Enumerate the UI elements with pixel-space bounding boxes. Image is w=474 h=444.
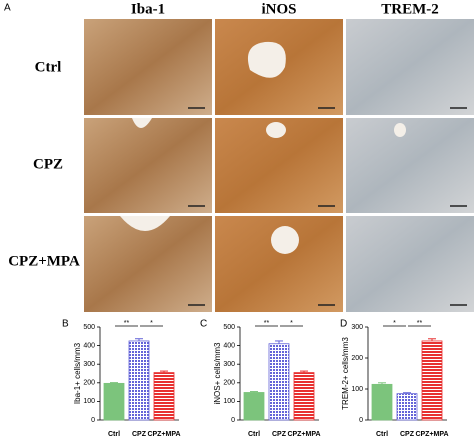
bar: [243, 392, 265, 421]
y-tick-label: 200: [351, 355, 363, 362]
micrograph: [346, 118, 474, 213]
scale-bars: [188, 107, 467, 306]
x-tick-label: CPZ+MPA: [415, 431, 448, 438]
x-tick-label: CPZ: [272, 431, 287, 438]
x-tick-label: CPZ+MPA: [287, 431, 320, 438]
y-tick-label: 200: [83, 380, 95, 387]
significance-label: **: [264, 320, 270, 327]
micrograph: [84, 216, 212, 312]
bar: [396, 393, 418, 421]
column-header: Iba-1: [131, 1, 165, 17]
bar: [268, 343, 290, 421]
vessel: [271, 226, 299, 254]
y-tick-label: 0: [91, 417, 95, 424]
y-tick-label: 300: [223, 361, 235, 368]
vessel: [132, 118, 152, 128]
micrograph: [346, 19, 474, 115]
vessel: [120, 216, 170, 231]
y-tick-label: 300: [351, 324, 363, 331]
significance-label: **: [417, 320, 423, 327]
y-tick-label: 100: [83, 398, 95, 405]
y-tick-label: 300: [83, 361, 95, 368]
x-tick-label: CPZ: [132, 431, 147, 438]
x-tick-label: Ctrl: [248, 431, 260, 438]
micrograph: [346, 216, 474, 312]
panel-label: B: [62, 319, 69, 330]
significance-label: **: [124, 320, 130, 327]
column-header: TREM-2: [381, 1, 439, 17]
bar: [153, 372, 175, 421]
bar: [128, 340, 150, 421]
row-label: CPZ+MPA: [8, 253, 80, 269]
row-label: Ctrl: [35, 59, 62, 75]
row-label: CPZ: [33, 156, 63, 172]
y-axis-label: Iba-1+ cells/mm3: [73, 342, 82, 404]
y-tick-label: 400: [223, 342, 235, 349]
micrograph: [84, 19, 212, 115]
x-tick-label: CPZ: [400, 431, 415, 438]
significance-label: *: [290, 320, 293, 327]
panel-label: A: [4, 3, 11, 14]
y-tick-label: 0: [359, 417, 363, 424]
vessel: [394, 123, 406, 137]
y-tick-label: 200: [223, 380, 235, 387]
bar: [371, 383, 393, 421]
y-tick-label: 400: [83, 342, 95, 349]
bar: [103, 382, 125, 421]
significance-label: *: [150, 320, 153, 327]
y-tick-label: 500: [223, 324, 235, 331]
y-tick-label: 100: [223, 398, 235, 405]
y-axis-label: TREM-2+ cells/mm3: [341, 337, 350, 410]
significance-label: *: [393, 320, 396, 327]
charts: B Iba-1+ cells/mm3 0 100 200 300 400 500 Ctrl CPZ…: [62, 319, 449, 438]
y-tick-label: 100: [351, 386, 363, 393]
y-tick-label: 500: [83, 324, 95, 331]
y-tick-label: 0: [231, 417, 235, 424]
x-tick-label: CPZ+MPA: [147, 431, 180, 438]
panel-label: C: [200, 319, 207, 330]
vessel: [247, 41, 286, 78]
micrograph: [84, 118, 212, 213]
y-axis-label: iNOS+ cells/mm3: [213, 342, 222, 405]
x-tick-label: Ctrl: [376, 431, 388, 438]
vessel: [266, 122, 286, 138]
panel-label: D: [340, 319, 347, 330]
bar: [421, 340, 443, 421]
micrographs: [84, 19, 474, 312]
bar: [293, 372, 315, 421]
x-tick-label: Ctrl: [108, 431, 120, 438]
column-header: iNOS: [261, 1, 296, 17]
